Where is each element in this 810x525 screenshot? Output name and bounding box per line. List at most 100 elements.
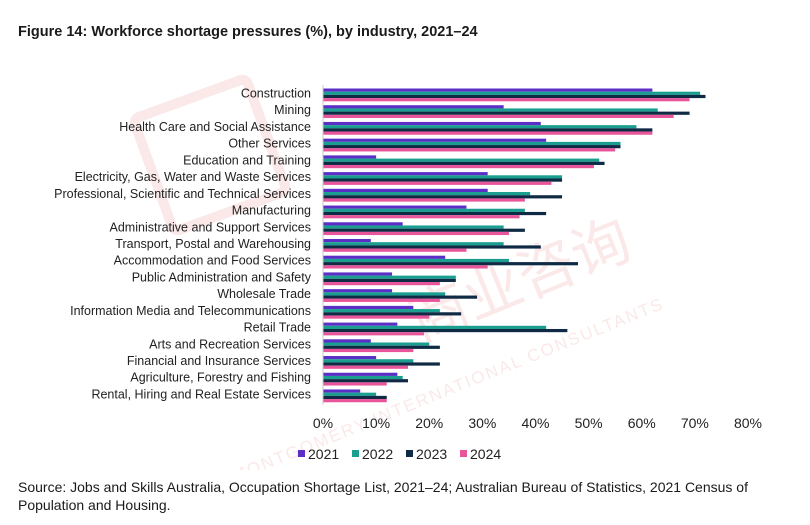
source-note: Source: Jobs and Skills Australia, Occup… xyxy=(18,479,748,513)
category-label: Arts and Recreation Services xyxy=(149,337,311,351)
figure-title: Figure 14: Workforce shortage pressures … xyxy=(18,24,478,40)
bar-2022 xyxy=(323,91,701,95)
bar-2023 xyxy=(323,362,440,366)
bar-2021 xyxy=(323,172,488,176)
legend-item-2023: 2023 xyxy=(406,446,447,462)
bar-2022 xyxy=(323,141,621,146)
bar-2024 xyxy=(323,399,387,403)
bar-2024 xyxy=(323,164,594,169)
watermark-logo xyxy=(129,74,291,236)
bar-2024 xyxy=(323,215,520,219)
bar-2024 xyxy=(323,248,467,252)
bar-2024 xyxy=(323,282,440,286)
bar-2022 xyxy=(323,192,531,196)
bar-2024 xyxy=(323,315,430,319)
category-label: Financial and Insurance Services xyxy=(127,354,311,368)
bar-2021 xyxy=(323,289,393,293)
category-label: Construction xyxy=(241,87,311,101)
bar-2024 xyxy=(323,265,488,269)
x-axis: 0% 10% 20% 30% 40% 50% 60% 70% 80% xyxy=(313,85,762,431)
x-tick-label: 0% xyxy=(313,415,333,431)
category-label: Retail Trade xyxy=(244,321,311,335)
bar-2021 xyxy=(323,121,541,126)
bar-2021 xyxy=(323,305,414,310)
bar-2023 xyxy=(323,295,478,299)
category-label: Health Care and Social Assistance xyxy=(119,120,311,134)
bar-2024 xyxy=(323,365,408,369)
bar-2021 xyxy=(323,322,398,326)
bar-2023 xyxy=(323,345,440,349)
bar-2023 xyxy=(323,111,690,115)
bar-2024 xyxy=(323,114,674,119)
bar-2023 xyxy=(323,178,563,182)
bar-2022 xyxy=(323,275,456,279)
bar-2022 xyxy=(323,292,446,296)
category-labels: Construction Mining Health Care and Social… xyxy=(54,87,312,402)
bar-2021 xyxy=(323,205,467,209)
legend-label: 2023 xyxy=(416,446,447,462)
bar-2024 xyxy=(323,231,509,236)
bar-2023 xyxy=(323,379,408,383)
bar-2021 xyxy=(323,339,371,343)
bar-2021 xyxy=(323,155,377,159)
bar-2024 xyxy=(323,98,690,102)
bar-2022 xyxy=(323,359,414,363)
bar-2022 xyxy=(323,258,509,263)
bar-2024 xyxy=(323,181,552,185)
legend-label: 2022 xyxy=(362,446,393,462)
legend-item-2021: 2021 xyxy=(298,446,339,462)
category-label: Manufacturing xyxy=(232,204,311,218)
bar-2023 xyxy=(323,312,462,316)
category-label: Rental, Hiring and Real Estate Services xyxy=(91,387,311,401)
bar-2021 xyxy=(323,255,446,259)
bar-2023 xyxy=(323,262,578,266)
bar-2023 xyxy=(323,94,706,99)
bar-2022 xyxy=(323,325,547,329)
bar-2021 xyxy=(323,238,371,243)
bar-2021 xyxy=(323,105,504,109)
legend-item-2024: 2024 xyxy=(460,446,501,462)
legend-swatch xyxy=(298,450,305,457)
bar-2022 xyxy=(323,125,637,129)
bar-2022 xyxy=(323,392,377,396)
bars xyxy=(323,88,706,403)
legend-label: 2024 xyxy=(470,446,501,462)
bar-2024 xyxy=(323,198,525,202)
category-label: Information Media and Telecommunications xyxy=(70,304,311,318)
bar-2023 xyxy=(323,278,456,283)
bar-2022 xyxy=(323,342,430,346)
bar-2023 xyxy=(323,195,563,199)
category-label: Education and Training xyxy=(183,153,311,167)
bar-2021 xyxy=(323,272,393,276)
x-tick-label: 30% xyxy=(468,415,496,431)
legend-label: 2021 xyxy=(308,446,339,462)
bar-2021 xyxy=(323,222,403,226)
bar-2024 xyxy=(323,332,424,336)
bar-2024 xyxy=(323,131,653,135)
bar-2023 xyxy=(323,211,547,216)
category-label: Other Services xyxy=(228,137,311,151)
x-tick-label: 50% xyxy=(575,415,603,431)
bar-2023 xyxy=(323,245,541,249)
category-label: Accommodation and Food Services xyxy=(114,254,311,268)
bar-2022 xyxy=(323,108,658,112)
bar-2021 xyxy=(323,389,361,393)
category-label: Mining xyxy=(274,103,311,117)
bar-2023 xyxy=(323,395,387,400)
legend-swatch xyxy=(406,450,413,457)
bar-2021 xyxy=(323,356,377,360)
bar-2022 xyxy=(323,375,403,380)
legend-swatch xyxy=(460,450,467,457)
bar-2022 xyxy=(323,309,440,313)
bar-2022 xyxy=(323,158,600,162)
bar-2021 xyxy=(323,88,653,92)
legend: 2021 2022 2023 2024 xyxy=(298,446,501,462)
bar-2021 xyxy=(323,138,547,142)
bar-2021 xyxy=(323,372,398,376)
bar-2024 xyxy=(323,298,440,302)
category-label: Agriculture, Forestry and Fishing xyxy=(130,371,311,385)
x-tick-label: 80% xyxy=(734,415,762,431)
bar-2024 xyxy=(323,148,616,152)
category-label: Wholesale Trade xyxy=(217,287,311,301)
x-tick-label: 70% xyxy=(681,415,709,431)
